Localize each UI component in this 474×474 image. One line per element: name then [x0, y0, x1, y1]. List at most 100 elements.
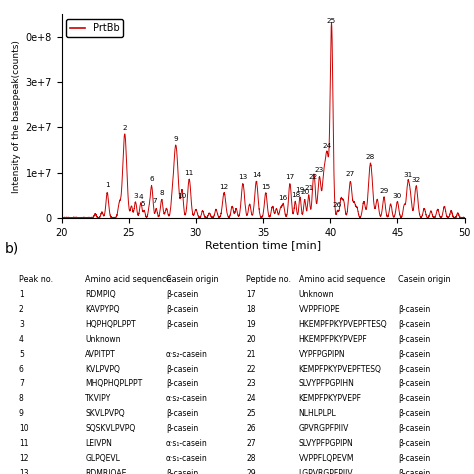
Text: HQPHQPLPPT: HQPHQPLPPT [85, 319, 136, 328]
Text: 1: 1 [19, 290, 24, 299]
Text: 28: 28 [366, 154, 375, 160]
Text: β-casein: β-casein [398, 365, 430, 374]
Text: β-casein: β-casein [398, 379, 430, 388]
Text: KVLPVPQ: KVLPVPQ [85, 365, 120, 374]
Text: Peptide no.: Peptide no. [246, 275, 292, 284]
Text: β-casein: β-casein [398, 409, 430, 418]
Text: 7: 7 [19, 379, 24, 388]
Text: β-casein: β-casein [166, 424, 198, 433]
Text: β-casein: β-casein [166, 409, 198, 418]
Text: VVPPFLQPEVM: VVPPFLQPEVM [299, 454, 354, 463]
Text: β-casein: β-casein [398, 350, 430, 358]
Text: 25: 25 [327, 18, 336, 24]
Text: LGPVRGPFPIIV: LGPVRGPFPIIV [299, 469, 353, 474]
Text: β-casein: β-casein [398, 319, 430, 328]
Text: β-casein: β-casein [398, 335, 430, 344]
Text: 32: 32 [411, 177, 421, 182]
Text: 20: 20 [300, 190, 310, 195]
X-axis label: Retention time [min]: Retention time [min] [205, 240, 321, 251]
Text: β-casein: β-casein [398, 454, 430, 463]
Text: 1: 1 [105, 182, 109, 188]
Text: SLVYPFPGPIPN: SLVYPFPGPIPN [299, 439, 354, 448]
Text: β-casein: β-casein [398, 424, 430, 433]
Text: 9: 9 [173, 136, 178, 142]
Text: 23: 23 [315, 167, 324, 173]
Text: SLVYPFPGPIHN: SLVYPFPGPIHN [299, 379, 355, 388]
Text: α·s₂-casein: α·s₂-casein [166, 394, 208, 403]
Text: 10: 10 [19, 424, 28, 433]
Text: 10: 10 [177, 192, 186, 199]
Text: TKVIPY: TKVIPY [85, 394, 111, 403]
Text: 25: 25 [246, 409, 256, 418]
Text: Casein origin: Casein origin [166, 275, 219, 284]
Text: NLHLPLPL: NLHLPLPL [299, 409, 337, 418]
Text: 6: 6 [149, 176, 154, 182]
Text: 13: 13 [19, 469, 28, 474]
Text: Amino acid sequence: Amino acid sequence [85, 275, 172, 284]
Text: 18: 18 [246, 305, 256, 314]
Text: 30: 30 [393, 192, 402, 199]
Text: 26: 26 [333, 201, 342, 208]
Text: 2: 2 [122, 125, 127, 131]
Text: GPVRGPFPIIV: GPVRGPFPIIV [299, 424, 349, 433]
Text: Casein origin: Casein origin [398, 275, 451, 284]
Text: β-casein: β-casein [166, 290, 198, 299]
Text: 24: 24 [322, 143, 331, 149]
Text: 14: 14 [252, 172, 261, 178]
Text: 4: 4 [138, 194, 143, 200]
Text: 21: 21 [304, 185, 313, 191]
Text: 17: 17 [246, 290, 256, 299]
Text: Peak no.: Peak no. [19, 275, 53, 284]
Legend: PrtBb: PrtBb [66, 19, 123, 37]
Text: 17: 17 [285, 173, 294, 180]
Text: β-casein: β-casein [166, 365, 198, 374]
Text: β-casein: β-casein [398, 394, 430, 403]
Text: LEIVPN: LEIVPN [85, 439, 112, 448]
Text: SKVLPVPQ: SKVLPVPQ [85, 409, 125, 418]
Text: 8: 8 [159, 190, 164, 196]
Text: 27: 27 [346, 171, 355, 177]
Text: 26: 26 [246, 424, 256, 433]
Text: 23: 23 [246, 379, 256, 388]
Text: 3: 3 [19, 319, 24, 328]
Text: β-casein: β-casein [166, 379, 198, 388]
Text: β-casein: β-casein [166, 305, 198, 314]
Y-axis label: Intensity of the basepeak(counts): Intensity of the basepeak(counts) [12, 40, 21, 192]
Text: GLPQEVL: GLPQEVL [85, 454, 120, 463]
Text: 5: 5 [19, 350, 24, 358]
Text: KEMPFPKYPVEPFTESQ: KEMPFPKYPVEPFTESQ [299, 365, 382, 374]
Text: 19: 19 [295, 187, 305, 193]
Text: 7: 7 [153, 199, 157, 204]
Text: 22: 22 [309, 173, 318, 180]
Text: 13: 13 [238, 174, 247, 181]
Text: 11: 11 [184, 170, 194, 176]
Text: 11: 11 [19, 439, 28, 448]
Text: 9: 9 [19, 409, 24, 418]
Text: 28: 28 [246, 454, 256, 463]
Text: 12: 12 [219, 183, 229, 190]
Text: 6: 6 [19, 365, 24, 374]
Text: β-casein: β-casein [398, 305, 430, 314]
Text: α·s₁-casein: α·s₁-casein [166, 439, 208, 448]
Text: RDMPIQ: RDMPIQ [85, 290, 116, 299]
Text: Unknown: Unknown [85, 335, 121, 344]
Text: α·s₁-casein: α·s₁-casein [166, 454, 208, 463]
Text: 19: 19 [246, 319, 256, 328]
Text: 27: 27 [246, 439, 256, 448]
Text: Unknown: Unknown [299, 290, 334, 299]
Text: β-casein: β-casein [398, 439, 430, 448]
Text: Amino acid sequence: Amino acid sequence [299, 275, 385, 284]
Text: 24: 24 [246, 394, 256, 403]
Text: RDMRIQAE: RDMRIQAE [85, 469, 127, 474]
Text: 29: 29 [379, 188, 389, 194]
Text: 5: 5 [141, 201, 145, 207]
Text: 21: 21 [246, 350, 256, 358]
Text: 8: 8 [19, 394, 24, 403]
Text: KEMPFPKYPVEPF: KEMPFPKYPVEPF [299, 394, 362, 403]
Text: 29: 29 [246, 469, 256, 474]
Text: 18: 18 [291, 191, 300, 198]
Text: 20: 20 [246, 335, 256, 344]
Text: β-casein: β-casein [166, 319, 198, 328]
Text: 12: 12 [19, 454, 28, 463]
Text: β-casein: β-casein [166, 469, 198, 474]
